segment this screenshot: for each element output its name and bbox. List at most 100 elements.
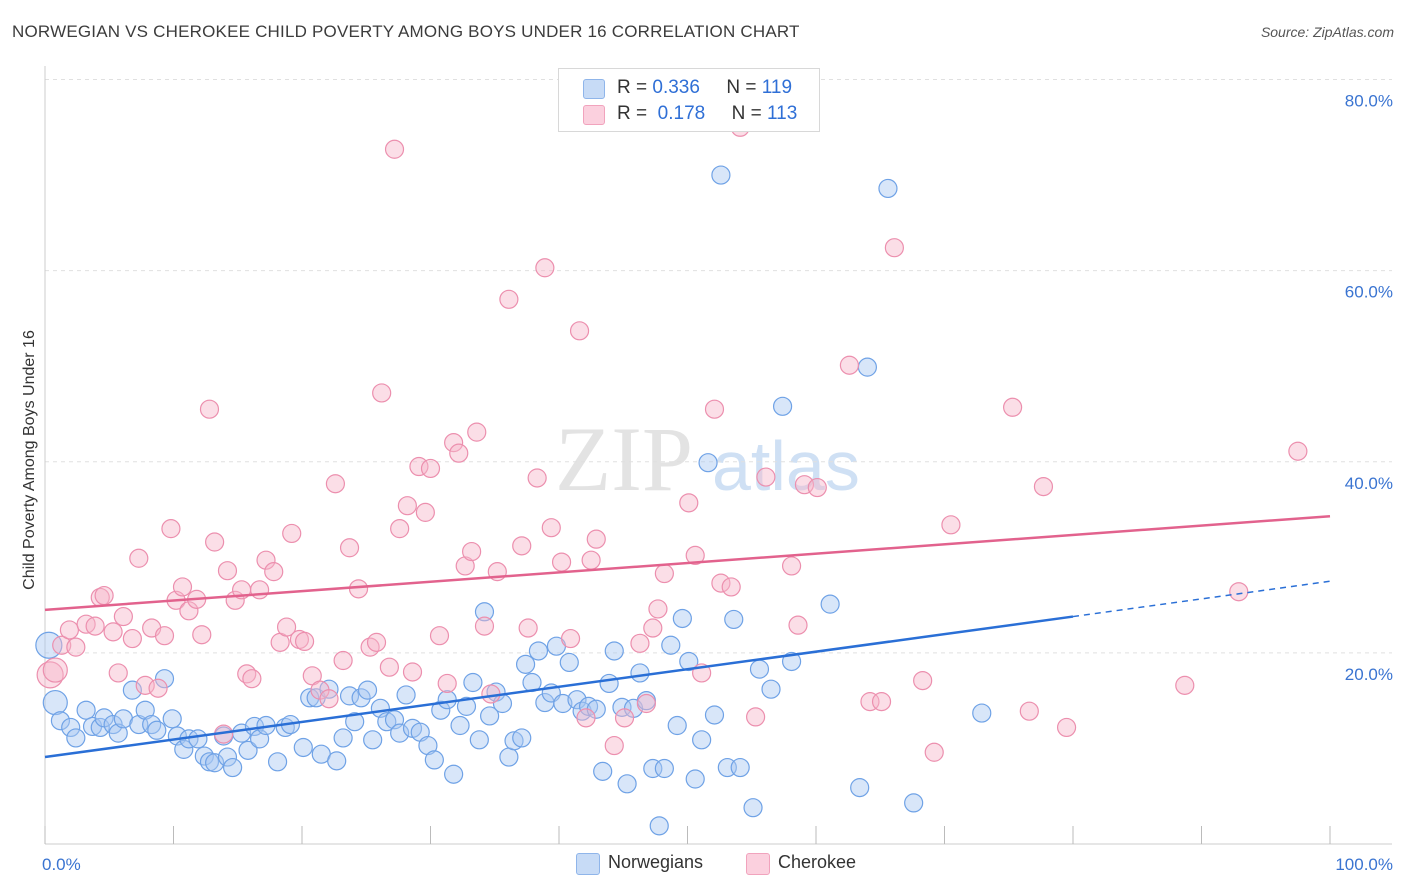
cherokee-point <box>913 670 933 691</box>
cherokee-point <box>59 620 80 640</box>
cherokee-point <box>527 468 547 488</box>
cherokee-point <box>1003 397 1023 417</box>
norwegians-point <box>878 178 898 199</box>
norwegians-point <box>528 641 549 661</box>
cherokee-point <box>390 519 410 539</box>
cherokee-point <box>339 538 360 558</box>
norwegians-point <box>42 689 68 716</box>
source-label: Source: ZipAtlas.com <box>1260 24 1394 40</box>
cherokee-point <box>711 573 731 593</box>
watermark-zip: ZIP <box>555 408 693 510</box>
cherokee-point <box>630 633 650 653</box>
norwegians-point <box>300 688 320 708</box>
norwegians-point <box>820 594 840 614</box>
norwegians-point <box>480 706 500 726</box>
y-tick-label: 40.0% <box>1345 474 1393 493</box>
norwegians-point <box>437 690 457 710</box>
norwegians-point <box>351 688 371 708</box>
cherokee-point <box>179 601 199 621</box>
cherokee-point <box>1019 701 1039 721</box>
y-tick-label: 20.0% <box>1345 665 1393 684</box>
cherokee-point <box>113 606 133 627</box>
cherokee-point <box>449 443 469 463</box>
cherokee-point <box>264 562 284 582</box>
norwegians-point <box>857 357 878 377</box>
cherokee-point <box>325 474 346 494</box>
norwegians-point <box>499 747 519 767</box>
norwegians-point <box>567 690 587 710</box>
norwegians-point <box>749 659 770 679</box>
correlation-legend: R = 0.336 N = 119 R = 0.178 N = 113 <box>558 68 820 132</box>
norwegians-point <box>194 746 214 766</box>
cherokee-point <box>807 477 827 498</box>
norwegians-point <box>593 761 613 781</box>
cherokee-point <box>518 618 538 638</box>
cherokee-point <box>379 657 399 677</box>
cherokee-point <box>415 502 435 522</box>
cherokee-point <box>52 635 72 655</box>
legend-n-label: N = <box>726 77 757 98</box>
cherokee-point <box>199 399 220 419</box>
cherokee-point <box>1033 476 1054 497</box>
cherokee-point <box>242 669 262 689</box>
cherokee-point <box>94 585 114 606</box>
norwegians-point <box>692 730 712 750</box>
cherokee-point <box>756 467 776 487</box>
norwegians-point <box>649 816 669 836</box>
norwegians-point <box>672 608 692 629</box>
cherokee-point <box>161 519 181 539</box>
cherokee-point <box>685 545 705 566</box>
norwegians-point <box>217 747 238 767</box>
norwegians-point <box>188 729 208 749</box>
cherokee-point <box>860 692 880 712</box>
norwegians-point <box>223 757 243 778</box>
norwegians-point <box>122 680 142 700</box>
norwegians-point <box>456 696 477 716</box>
cherokee-point <box>1056 717 1077 738</box>
norwegians-point <box>396 685 416 705</box>
norwegians-point <box>643 758 663 779</box>
cherokee-point <box>481 684 501 704</box>
cherokee-point <box>576 708 596 728</box>
norwegians-point <box>293 737 313 758</box>
cherokee-point <box>871 692 892 712</box>
cherokee-trend-line <box>44 514 1331 612</box>
norwegians-point <box>743 798 763 818</box>
cherokee-point <box>420 458 441 479</box>
norwegians-point <box>698 453 718 473</box>
cherokee-point <box>217 561 238 581</box>
cherokee-point <box>636 693 656 714</box>
cherokee-point <box>172 577 193 597</box>
norwegians-point <box>772 396 793 416</box>
cherokee-point <box>455 556 475 576</box>
cherokee-point <box>429 626 450 646</box>
norwegians-point <box>333 728 353 748</box>
cherokee-point <box>348 579 369 599</box>
cherokee-point <box>941 515 961 535</box>
cherokee-point <box>462 541 482 562</box>
norwegians-point <box>553 693 573 714</box>
cherokee-point <box>569 321 590 341</box>
bottom-legend-label-cherokee: Cherokee <box>778 852 857 872</box>
norwegians-point <box>469 730 489 750</box>
cherokee-point <box>42 657 68 683</box>
bottom-legend-swatch-cherokee <box>746 853 770 875</box>
norwegians-point <box>174 739 194 759</box>
cherokee-point <box>679 493 699 513</box>
norwegians-point <box>515 654 536 674</box>
cherokee-point <box>366 632 387 652</box>
cherokee-point <box>192 625 212 645</box>
bottom-legend-swatch-norwegians <box>576 853 600 875</box>
cherokee-point <box>467 422 487 442</box>
norwegians-point <box>730 757 750 778</box>
norwegians-point <box>972 703 992 723</box>
norwegians-point <box>154 669 175 689</box>
cherokee-point <box>586 529 606 549</box>
cherokee-point <box>648 599 668 619</box>
norwegians-point <box>781 651 802 672</box>
y-axis-label: Child Poverty Among Boys Under 16 <box>21 330 38 590</box>
norwegians-point <box>578 696 599 716</box>
cherokee-point <box>499 289 519 309</box>
norwegians-point <box>431 700 451 720</box>
